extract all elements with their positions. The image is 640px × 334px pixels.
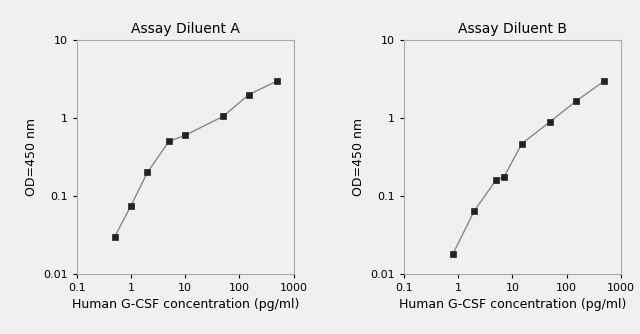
Y-axis label: OD=450 nm: OD=450 nm bbox=[24, 118, 38, 196]
Y-axis label: OD=450 nm: OD=450 nm bbox=[352, 118, 365, 196]
Title: Assay Diluent A: Assay Diluent A bbox=[131, 22, 239, 36]
Title: Assay Diluent B: Assay Diluent B bbox=[458, 22, 567, 36]
X-axis label: Human G-CSF concentration (pg/ml): Human G-CSF concentration (pg/ml) bbox=[72, 299, 299, 312]
X-axis label: Human G-CSF concentration (pg/ml): Human G-CSF concentration (pg/ml) bbox=[399, 299, 626, 312]
